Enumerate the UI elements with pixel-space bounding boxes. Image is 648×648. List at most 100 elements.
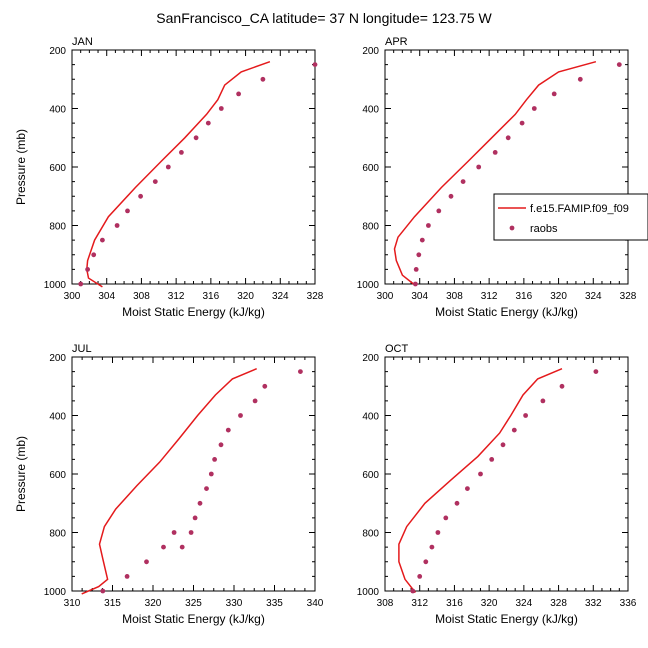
x-tick-label: 304 <box>411 291 428 302</box>
raobs-point <box>179 150 184 155</box>
y-tick-label: 400 <box>362 105 379 116</box>
panel-oct: OCT 308 312 316 320 324 328 332 336 200 400 600 800 1… <box>357 343 637 626</box>
raobs-point <box>114 223 120 228</box>
y-tick-label: 600 <box>49 163 66 174</box>
y-tick-label: 800 <box>49 222 66 233</box>
raobs-point <box>478 471 483 477</box>
plot-frame <box>71 356 316 592</box>
x-tick-label: 308 <box>446 291 463 302</box>
x-tick-label: 316 <box>516 291 533 302</box>
raobs-point <box>540 398 546 404</box>
raobs-point <box>429 544 435 550</box>
raobs-point <box>616 62 622 67</box>
y-tick-label: 1000 <box>357 280 380 291</box>
raobs-point <box>165 164 171 170</box>
legend-dot-swatch <box>509 225 515 231</box>
x-tick-label: 300 <box>64 291 81 302</box>
raobs-point <box>312 62 318 67</box>
y-tick-label: 1000 <box>44 587 67 598</box>
raobs-point <box>152 179 158 185</box>
raobs-point <box>298 369 303 374</box>
y-tick-label: 1000 <box>44 280 67 291</box>
plot-frame <box>71 49 316 285</box>
y-tick-label: 200 <box>362 46 379 57</box>
raobs-point <box>204 486 209 491</box>
raobs-point <box>205 120 211 126</box>
panel-apr: APR 300 304 308 312 316 320 324 328 200 400 600 800 1… <box>357 36 637 319</box>
panel-label: JUL <box>72 343 92 355</box>
x-tick-label: 308 <box>133 291 150 302</box>
raobs-point <box>413 281 418 287</box>
x-tick-label: 324 <box>516 598 533 609</box>
y-tick-label: 200 <box>49 46 66 57</box>
plot-frame <box>384 49 629 285</box>
x-tick-label: 320 <box>481 598 498 609</box>
raobs-point <box>551 91 557 97</box>
x-tick-label: 324 <box>272 291 289 302</box>
raobs-point <box>212 457 218 462</box>
x-axis-label: Moist Static Energy (kJ/kg) <box>122 612 265 626</box>
x-tick-label: 300 <box>377 291 394 302</box>
raobs-point <box>171 530 177 535</box>
raobs-point <box>559 383 565 389</box>
y-tick-label: 400 <box>362 412 379 423</box>
raobs-point <box>262 383 268 389</box>
raobs-point <box>260 76 266 82</box>
x-tick-label: 335 <box>266 598 283 609</box>
legend-entry-label: f.e15.FAMIP.f09_f09 <box>530 203 629 215</box>
raobs-point <box>413 267 419 272</box>
raobs-point <box>435 530 441 535</box>
y-tick-label: 800 <box>362 529 379 540</box>
raobs-point <box>519 120 525 126</box>
x-axis-label: Moist Static Energy (kJ/kg) <box>122 305 265 319</box>
raobs-point <box>500 442 506 448</box>
raobs-point <box>417 574 423 579</box>
panel-label: APR <box>385 36 408 48</box>
y-tick-label: 600 <box>362 163 379 174</box>
raobs-point <box>236 91 242 97</box>
y-tick-label: 800 <box>49 529 66 540</box>
x-tick-label: 330 <box>226 598 243 609</box>
raobs-point <box>523 413 528 418</box>
raobs-point <box>577 76 583 82</box>
raobs-point <box>225 427 231 433</box>
raobs-point <box>492 150 498 155</box>
x-tick-label: 315 <box>104 598 121 609</box>
raobs-point <box>505 135 511 141</box>
raobs-point <box>454 500 460 506</box>
panel-label: OCT <box>385 343 409 355</box>
y-tick-label: 800 <box>362 222 379 233</box>
x-tick-label: 328 <box>620 291 637 302</box>
y-tick-label: 600 <box>362 470 379 481</box>
panels: JAN 300 304 308 312 316 320 324 328 200 400 600 800 1… <box>14 36 637 626</box>
raobs-point <box>144 559 149 565</box>
raobs-point <box>124 574 130 579</box>
x-axis-label: Moist Static Energy (kJ/kg) <box>435 612 578 626</box>
raobs-point <box>436 208 442 214</box>
figure-title: SanFrancisco_CA latitude= 37 N longitude… <box>156 10 492 26</box>
x-tick-label: 320 <box>237 291 254 302</box>
raobs-point <box>208 471 214 477</box>
y-tick-label: 400 <box>49 412 66 423</box>
x-tick-label: 336 <box>620 598 637 609</box>
raobs-point <box>78 281 84 287</box>
x-tick-label: 320 <box>550 291 567 302</box>
raobs-point <box>179 544 185 550</box>
x-tick-label: 320 <box>145 598 162 609</box>
y-axis-label: Pressure (mb) <box>14 129 28 205</box>
raobs-point <box>238 413 243 418</box>
plot-frame <box>384 356 629 592</box>
model-series-line <box>393 60 597 287</box>
y-tick-label: 600 <box>49 470 66 481</box>
y-tick-label: 400 <box>49 105 66 116</box>
raobs-point <box>465 486 470 491</box>
raobs-point <box>460 179 466 185</box>
x-tick-label: 312 <box>411 598 428 609</box>
x-tick-label: 328 <box>307 291 324 302</box>
panel-label: JAN <box>72 36 93 48</box>
panel-jan: JAN 300 304 308 312 316 320 324 328 200 400 600 800 1… <box>14 36 324 319</box>
raobs-point <box>426 223 431 228</box>
panel-jul: JUL 310 315 320 325 330 335 340 200 400 600 800 1000… <box>14 343 324 626</box>
raobs-point <box>423 559 429 565</box>
